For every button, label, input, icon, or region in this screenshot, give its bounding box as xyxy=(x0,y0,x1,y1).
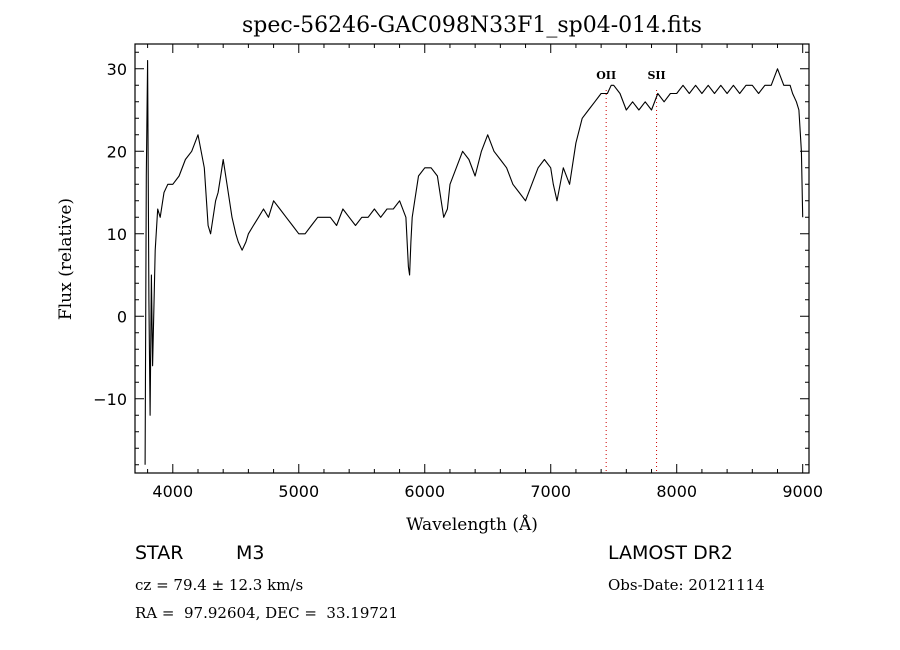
plot-frame xyxy=(134,43,810,474)
x-tick-label: 9000 xyxy=(782,482,823,501)
x-tick-label: 5000 xyxy=(278,482,319,501)
coordinates: RA = 97.92604, DEC = 33.19721 xyxy=(135,604,399,622)
y-tick-label: 20 xyxy=(107,142,127,161)
annotation-label: OII xyxy=(596,69,616,82)
y-tick-label: −10 xyxy=(93,390,127,409)
line-annotations: OII SII xyxy=(596,69,666,473)
x-axis-label: Wavelength (Å) xyxy=(406,514,538,535)
x-tick-label: 4000 xyxy=(152,482,193,501)
redshift-value: cz = 79.4 ± 12.3 km/s xyxy=(135,576,304,594)
y-tick-label: 0 xyxy=(117,307,127,326)
y-tick-label: 10 xyxy=(107,225,127,244)
annotation-label: SII xyxy=(647,69,665,82)
x-tick-label: 6000 xyxy=(404,482,445,501)
series-line xyxy=(144,59,804,465)
x-tick-label: 8000 xyxy=(656,482,697,501)
survey-name: LAMOST DR2 xyxy=(608,542,733,564)
chart-title: spec-56246-GAC098N33F1_sp04-014.fits xyxy=(242,13,702,38)
y-tick-label: 30 xyxy=(107,60,127,79)
axis-ticks: 4000 5000 6000 7000 8000 9000 −10 0 10 20 30 xyxy=(93,44,823,501)
object-subclass: M3 xyxy=(236,542,265,564)
y-axis-label: Flux (relative) xyxy=(56,198,76,320)
series-group xyxy=(144,59,804,465)
x-tick-label: 7000 xyxy=(530,482,571,501)
object-class: STAR xyxy=(135,542,184,564)
observation-date: Obs-Date: 20121114 xyxy=(608,576,765,594)
